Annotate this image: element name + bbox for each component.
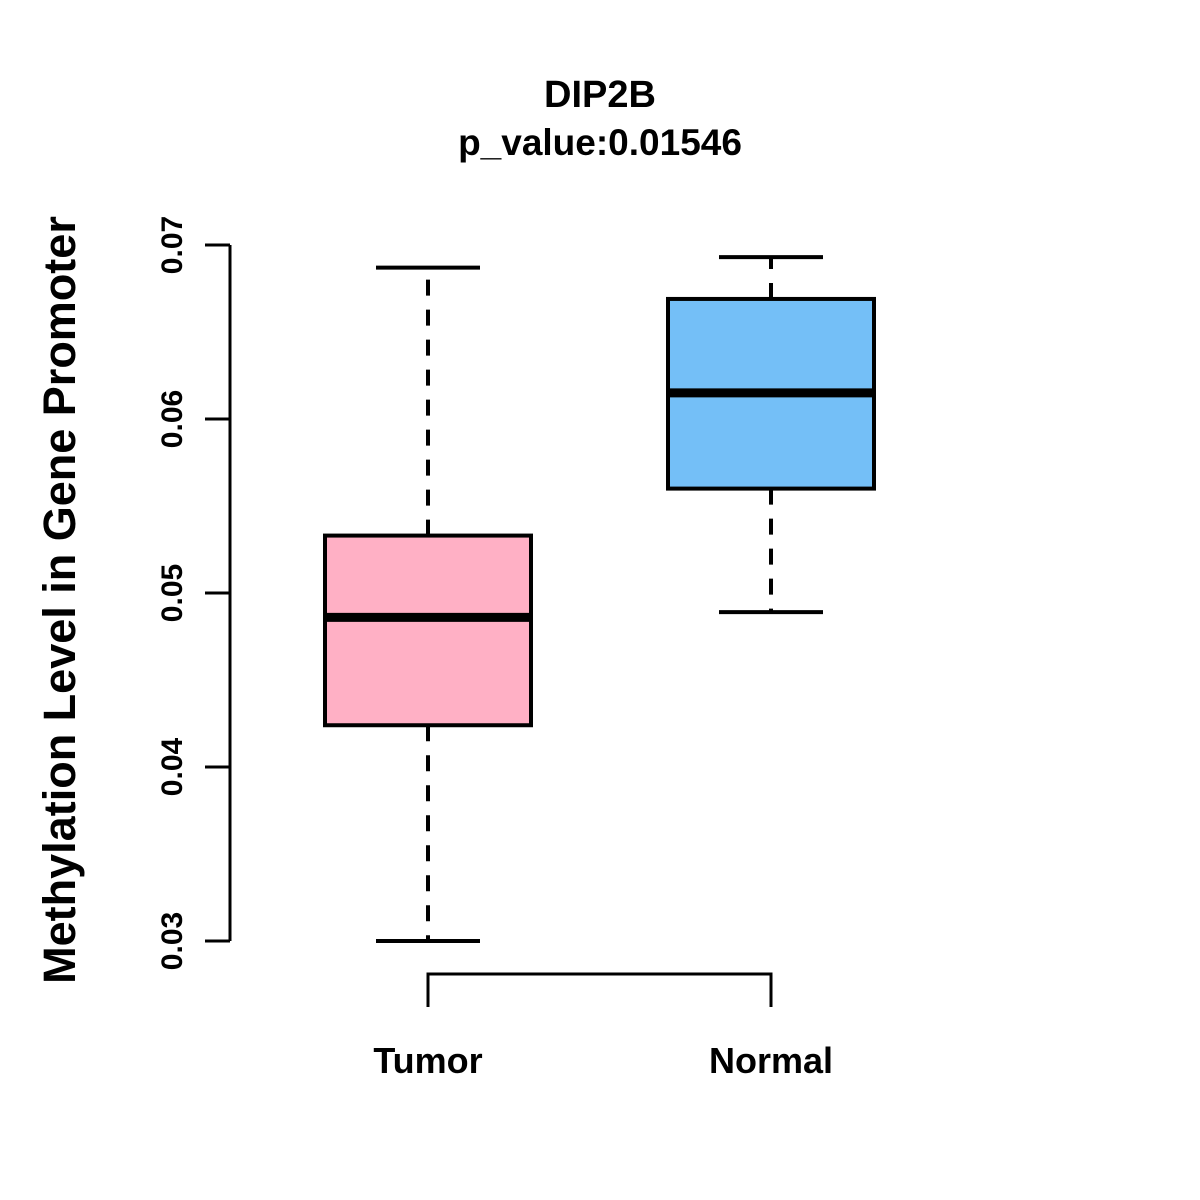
- comparison-bracket: [426, 972, 773, 1007]
- chart-subtitle: p_value:0.01546: [458, 122, 742, 163]
- plot-area: 0.03 0.04 0.05 0.06 0.07 Tumor Normal: [156, 216, 876, 1081]
- y-tick-label: 0.04: [156, 737, 189, 796]
- y-tick-label: 0.05: [156, 564, 189, 622]
- box-tumor: [323, 533, 533, 728]
- chart-title: DIP2B: [544, 74, 656, 116]
- y-tick-label: 0.06: [156, 390, 189, 448]
- y-axis-label: Methylation Level in Gene Promoter: [34, 216, 85, 984]
- x-category-label-normal: Normal: [709, 1040, 833, 1081]
- y-tick-label: 0.03: [156, 912, 189, 970]
- x-category-label-tumor: Tumor: [373, 1040, 482, 1081]
- y-tick-label: 0.07: [156, 216, 189, 274]
